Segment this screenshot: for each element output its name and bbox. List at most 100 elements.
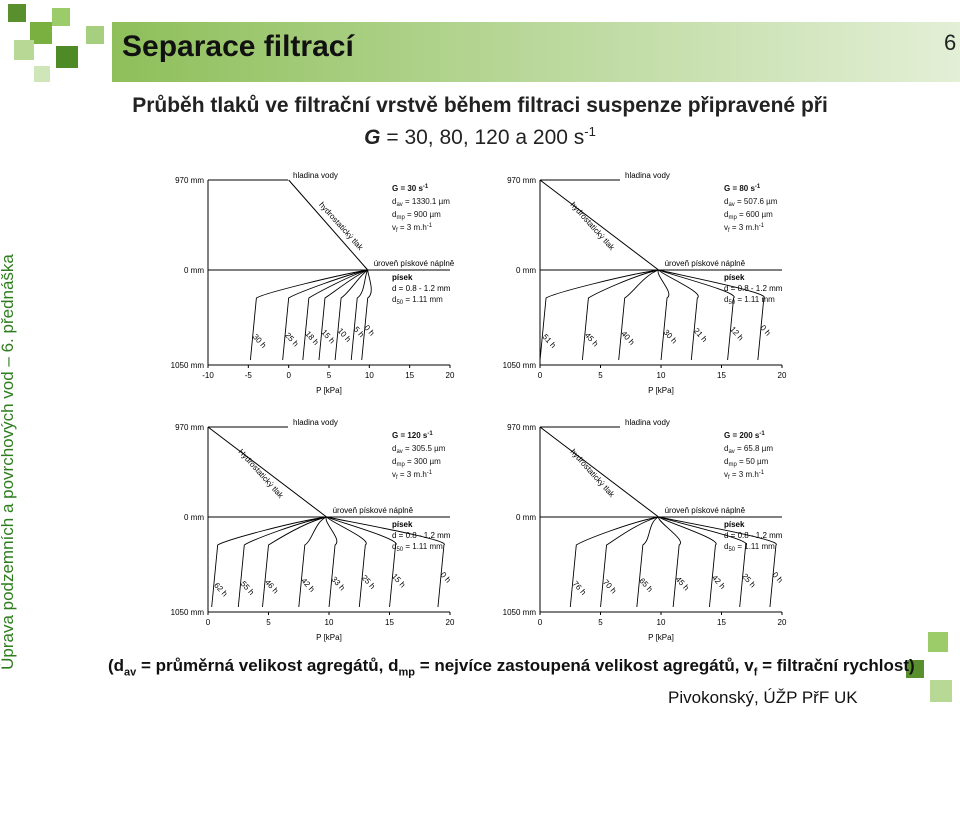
pressure-curve xyxy=(658,516,747,608)
hydrostatic-line xyxy=(288,179,369,271)
decor-square xyxy=(56,46,78,68)
x-tick-label: 0 xyxy=(538,618,543,627)
sand-d50: d50 = 1.11 mm xyxy=(392,542,443,553)
pressure-curve xyxy=(361,269,372,361)
depth-label-bottom: 1050 mm xyxy=(171,608,205,617)
pressure-curve xyxy=(636,516,659,608)
curve-label: 18 h xyxy=(303,329,320,347)
pressure-curve xyxy=(658,269,735,361)
subtitle-line2: G = 30, 80, 120 a 200 s-1 xyxy=(0,124,960,150)
hydrostatic-label: Hydrostatický tlak xyxy=(237,447,286,500)
curve-label: 40 h xyxy=(619,329,636,347)
pressure-curve xyxy=(326,516,367,608)
pressure-curve xyxy=(249,269,368,361)
decor-square xyxy=(14,40,34,60)
sand-label: písek xyxy=(724,520,745,529)
depth-label-zero: 0 mm xyxy=(516,266,536,275)
pressure-curve xyxy=(334,269,368,361)
x-axis-title: P [kPa] xyxy=(316,386,342,395)
hydrostatic-label: hydrostatický tlak xyxy=(317,200,365,252)
pressure-curve xyxy=(618,269,659,361)
pressure-curve xyxy=(581,269,659,361)
param-g: G = 80 s-1 xyxy=(724,184,761,193)
hydrostatic-label: hydrostatický tlak xyxy=(569,447,617,499)
x-axis-title: P [kPa] xyxy=(648,386,674,395)
depth-label-zero: 0 mm xyxy=(184,266,204,275)
sand-label: písek xyxy=(724,273,745,282)
curve-label: 42 h xyxy=(710,573,727,591)
curve-label: 12 h xyxy=(728,325,745,343)
footnote-sub-f: f xyxy=(753,666,758,679)
pressure-curve xyxy=(262,516,327,608)
hydrostatic-line xyxy=(539,179,659,271)
curve-label: 30 h xyxy=(251,332,268,350)
param-vf: vf = 3 m.h-1 xyxy=(392,470,433,481)
x-tick-label: 15 xyxy=(717,618,726,627)
depth-label-bottom: 1050 mm xyxy=(503,608,537,617)
x-tick-label: 20 xyxy=(446,618,455,627)
footnote-sub-mp: mp xyxy=(398,666,415,679)
depth-label-top: 970 mm xyxy=(507,423,536,432)
curve-label: 51 h xyxy=(541,332,558,350)
sand-d50: d50 = 1.11 mm xyxy=(724,295,775,306)
pressure-curve xyxy=(658,516,681,608)
footnote-sub-av: av xyxy=(124,666,137,679)
x-tick-label: -10 xyxy=(202,371,214,380)
param-dav: dav = 507.6 µm xyxy=(724,197,778,208)
param-dmp: dmp = 50 µm xyxy=(724,457,769,468)
decor-square xyxy=(8,4,26,22)
decor-square xyxy=(34,66,50,82)
decor-square xyxy=(930,680,952,702)
curve-label: 46 h xyxy=(263,578,280,596)
x-tick-label: 0 xyxy=(286,371,291,380)
curve-label: 76 h xyxy=(571,579,588,597)
param-dav: dav = 65.8 µm xyxy=(724,444,773,455)
sand-d50: d50 = 1.11 mm xyxy=(724,542,775,553)
hydrostatic-line xyxy=(539,426,659,518)
param-g: G = 30 s-1 xyxy=(392,184,429,193)
pressure-curve xyxy=(237,516,327,608)
sand-grain-size: d = 0.8 - 1.2 mm xyxy=(392,531,451,540)
curve-label: 33 h xyxy=(330,575,347,593)
pressure-curve xyxy=(657,269,670,361)
curve-label: 25 h xyxy=(360,573,377,591)
x-tick-label: 5 xyxy=(598,371,603,380)
x-tick-label: 10 xyxy=(325,618,334,627)
pressure-curve xyxy=(298,516,327,608)
footnote-part2: = nejvíce zastoupená velikost agregátů, … xyxy=(414,656,754,675)
x-tick-label: 15 xyxy=(717,371,726,380)
x-tick-label: 20 xyxy=(446,371,455,380)
pressure-curve xyxy=(350,269,369,361)
depth-label-bottom: 1050 mm xyxy=(171,361,205,370)
x-tick-label: -5 xyxy=(245,371,253,380)
x-tick-label: 0 xyxy=(538,371,543,380)
slide-title: Separace filtrací xyxy=(122,30,354,63)
param-dmp: dmp = 300 µm xyxy=(392,457,441,468)
footnote: (dav = průměrná velikost agregátů, dmp =… xyxy=(108,656,915,678)
decor-square xyxy=(52,8,70,26)
x-axis-title: P [kPa] xyxy=(316,633,342,642)
sand-grain-size: d = 0.8 - 1.2 mm xyxy=(392,284,451,293)
decor-square xyxy=(906,660,924,678)
pressure-curve xyxy=(318,269,368,361)
param-vf: vf = 3 m.h-1 xyxy=(724,470,765,481)
depth-label-top: 970 mm xyxy=(175,176,204,185)
depth-label-zero: 0 mm xyxy=(516,513,536,522)
water-level-label: hladina vody xyxy=(293,171,338,180)
sand-level-label: úroveň pískové náplně xyxy=(333,506,414,515)
x-axis-title: P [kPa] xyxy=(648,633,674,642)
curve-label: 42 h xyxy=(299,576,316,594)
curve-label: 25 h xyxy=(283,331,300,349)
depth-label-top: 970 mm xyxy=(507,176,536,185)
pressure-curve xyxy=(211,516,327,608)
curve-label: 15 h xyxy=(319,328,336,346)
x-tick-label: 20 xyxy=(778,618,787,627)
sand-grain-size: d = 0.8 - 1.2 mm xyxy=(724,284,783,293)
param-dav: dav = 305.5 µm xyxy=(392,444,446,455)
hydrostatic-label: hydrostatický tlak xyxy=(569,200,617,252)
x-tick-label: 5 xyxy=(327,371,332,380)
hydrostatic-line xyxy=(207,426,327,518)
pressure-curve xyxy=(658,516,717,608)
curve-label: 21 h xyxy=(692,326,709,344)
curve-label: 10 h xyxy=(336,326,353,344)
